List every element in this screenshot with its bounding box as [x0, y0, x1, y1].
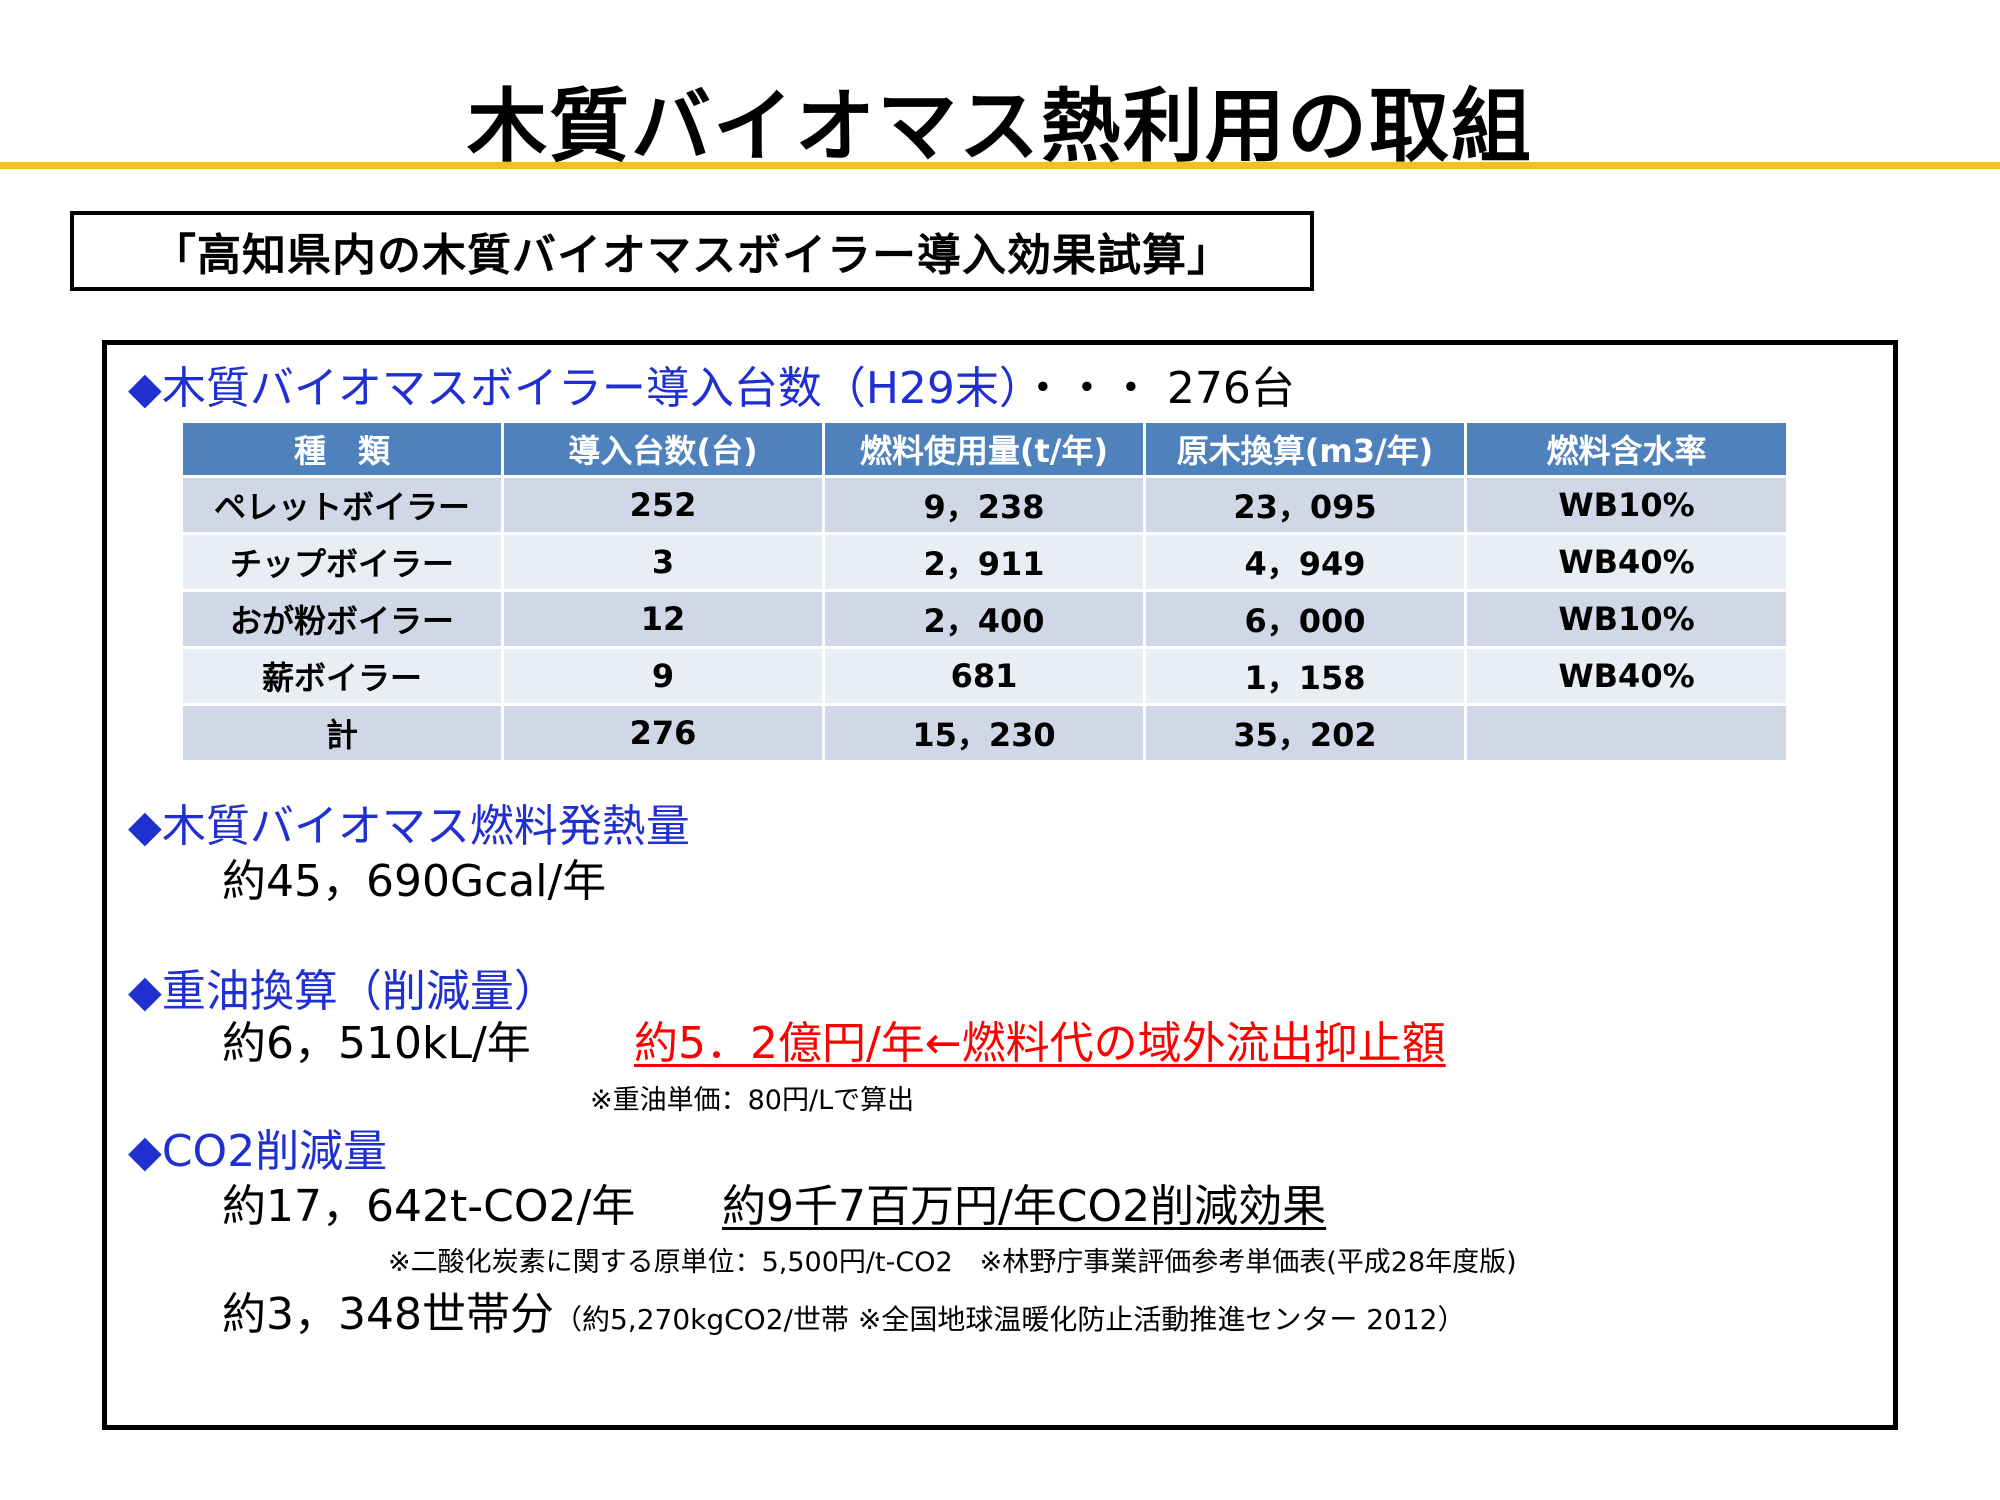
cell-moisture: WB40%: [1464, 532, 1789, 592]
fuel-cost-outflow-highlight: 約5．2億円/年←燃料代の域外流出抑止額: [634, 1018, 1446, 1069]
cell-type: 計: [180, 703, 504, 763]
col-header-moisture: 燃料含水率: [1464, 420, 1789, 478]
col-header-log-equivalent: 原木換算(m3/年): [1143, 420, 1467, 478]
boiler-count-heading-text: ◆木質バイオマスボイラー導入台数（H29末）: [128, 363, 1021, 414]
cell-type: チップボイラー: [180, 532, 504, 592]
cell-type: おが粉ボイラー: [180, 589, 504, 649]
cell-units: 252: [501, 475, 825, 535]
subtitle-text: 「高知県内の木質バイオマスボイラー導入効果試算」: [152, 230, 1232, 281]
cell-fuel-use: 2，911: [822, 532, 1146, 592]
table-header-row: 種 類 導入台数(台) 燃料使用量(t/年) 原木換算(m3/年) 燃料含水率: [180, 420, 1789, 478]
table-row: おが粉ボイラー 12 2，400 6，000 WB10%: [180, 589, 1789, 649]
household-equivalent-value: 約3，348世帯分: [222, 1289, 554, 1340]
cell-log-equivalent: 35，202: [1143, 703, 1467, 763]
boiler-table: 種 類 導入台数(台) 燃料使用量(t/年) 原木換算(m3/年) 燃料含水率 …: [180, 420, 1789, 763]
cell-moisture: [1464, 703, 1789, 763]
cell-units: 276: [501, 703, 825, 763]
cell-type: 薪ボイラー: [180, 646, 504, 706]
boiler-count-total: ・・・ 276台: [1020, 363, 1295, 414]
cell-fuel-use: 681: [822, 646, 1146, 706]
table-row: チップボイラー 3 2，911 4，949 WB40%: [180, 532, 1789, 592]
table-row: 薪ボイラー 9 681 1，158 WB40%: [180, 646, 1789, 706]
content-panel: [102, 340, 1898, 1430]
heavy-oil-note: ※重油単価：80円/Lで算出: [590, 1085, 915, 1116]
section-heavy-oil-heading: ◆重油換算（削減量）: [128, 966, 558, 1017]
cell-units: 12: [501, 589, 825, 649]
co2-reduction-value: 約17，642t-CO2/年: [222, 1181, 636, 1232]
page-title: 木質バイオマス熱利用の取組: [467, 80, 1533, 173]
title-underline: [0, 162, 2000, 169]
cell-log-equivalent: 6，000: [1143, 589, 1467, 649]
cell-moisture: WB10%: [1464, 589, 1789, 649]
household-equivalent-note: （約5,270kgCO2/世帯 ※全国地球温暖化防止活動推進センター 2012）: [553, 1303, 1466, 1336]
cell-fuel-use: 2，400: [822, 589, 1146, 649]
section-boiler-count-heading: ◆木質バイオマスボイラー導入台数（H29末）・・・ 276台: [128, 352, 1295, 416]
col-header-type: 種 類: [180, 420, 504, 478]
table-total-row: 計 276 15，230 35，202: [180, 703, 1789, 763]
cell-log-equivalent: 4，949: [1143, 532, 1467, 592]
cell-log-equivalent: 23，095: [1143, 475, 1467, 535]
cell-units: 9: [501, 646, 825, 706]
section-heat-value-heading: ◆木質バイオマス燃料発熱量: [128, 801, 690, 852]
co2-unit-note: ※二酸化炭素に関する原単位：5,500円/t-CO2 ※林野庁事業評価参考単価表…: [388, 1247, 1517, 1278]
cell-units: 3: [501, 532, 825, 592]
household-equivalent: 約3，348世帯分（約5,270kgCO2/世帯 ※全国地球温暖化防止活動推進セ…: [222, 1278, 1466, 1342]
cell-type: ペレットボイラー: [180, 475, 504, 535]
cell-moisture: WB10%: [1464, 475, 1789, 535]
table-row: ペレットボイラー 252 9，238 23，095 WB10%: [180, 475, 1789, 535]
section-co2-heading: ◆CO2削減量: [128, 1126, 388, 1177]
cell-log-equivalent: 1，158: [1143, 646, 1467, 706]
co2-effect-value: 約9千7百万円/年CO2削減効果: [722, 1181, 1327, 1232]
col-header-fuel-use: 燃料使用量(t/年): [822, 420, 1146, 478]
cell-fuel-use: 9，238: [822, 475, 1146, 535]
heat-value: 約45，690Gcal/年: [222, 856, 607, 907]
heavy-oil-value: 約6，510kL/年: [222, 1018, 531, 1069]
cell-moisture: WB40%: [1464, 646, 1789, 706]
col-header-units: 導入台数(台): [501, 420, 825, 478]
cell-fuel-use: 15，230: [822, 703, 1146, 763]
subtitle-box: 「高知県内の木質バイオマスボイラー導入効果試算」: [70, 211, 1314, 291]
